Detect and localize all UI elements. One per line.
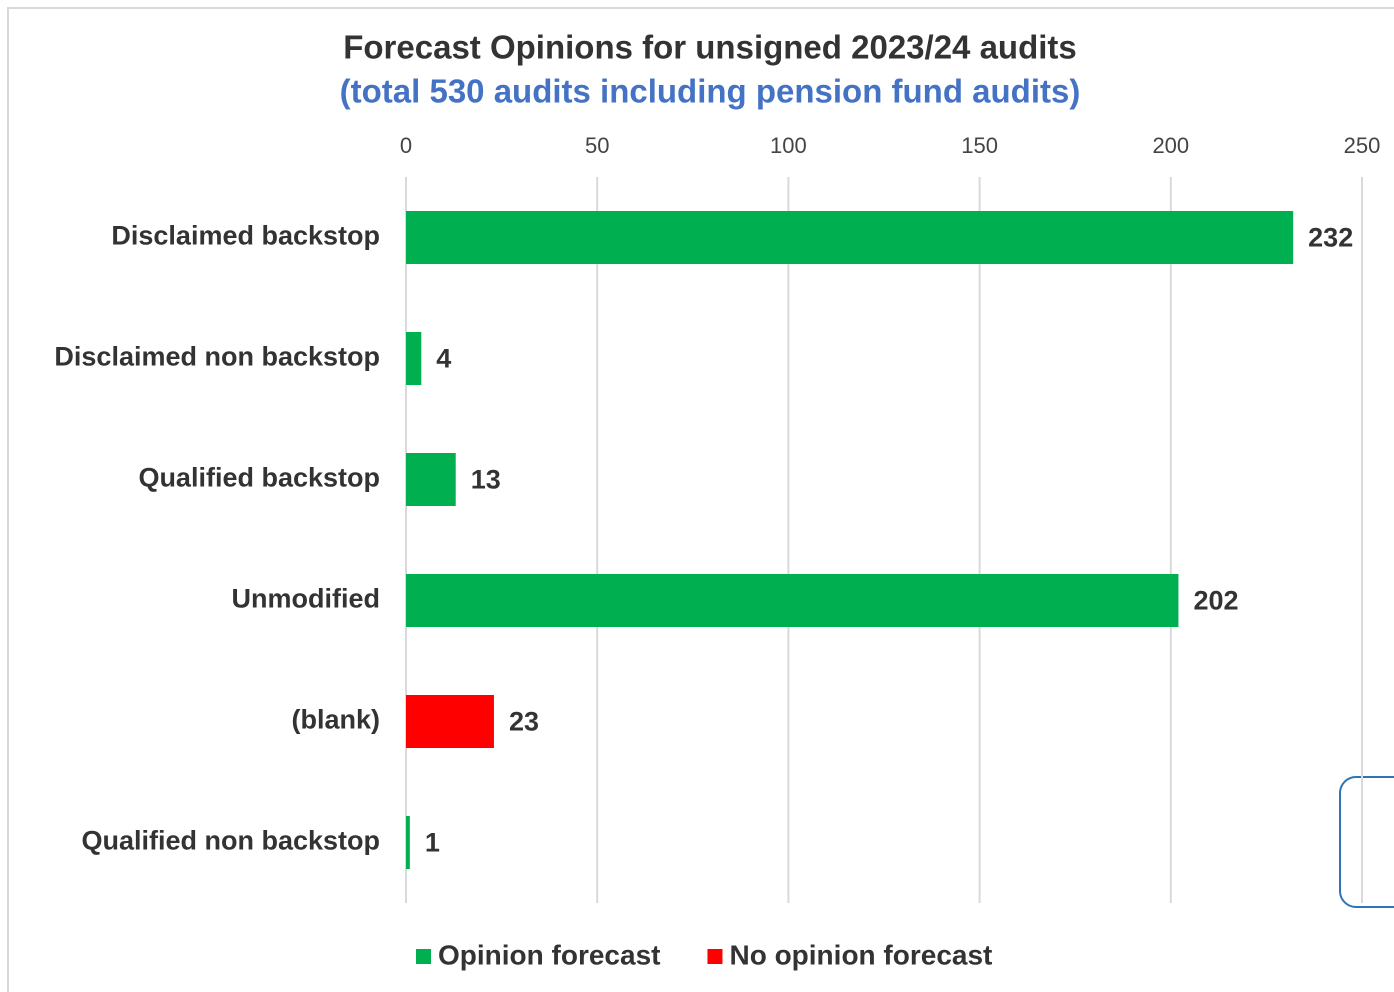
x-tick-label: 50 — [585, 133, 609, 158]
x-tick-label: 100 — [770, 133, 807, 158]
data-label: 232 — [1308, 223, 1353, 253]
chart-frame — [7, 7, 1394, 992]
bar — [406, 695, 494, 748]
y-tick-label: Qualified non backstop — [81, 826, 380, 856]
x-tick-label: 0 — [400, 133, 412, 158]
bar — [406, 574, 1179, 627]
y-tick-label: Qualified backstop — [138, 463, 380, 493]
data-label: 13 — [471, 465, 501, 495]
x-tick-label: 150 — [961, 133, 998, 158]
data-label: 202 — [1193, 586, 1238, 616]
overlay-box — [1339, 776, 1394, 908]
legend-label: Opinion forecast — [438, 939, 660, 970]
chart-subtitle: (total 530 audits including pension fund… — [340, 73, 1081, 110]
y-tick-label: Disclaimed backstop — [111, 221, 380, 251]
bar — [406, 453, 456, 506]
legend-label: No opinion forecast — [729, 939, 992, 970]
chart-title: Forecast Opinions for unsigned 2023/24 a… — [343, 29, 1077, 66]
bar — [406, 332, 422, 385]
y-tick-label: Disclaimed non backstop — [54, 342, 380, 372]
data-label: 4 — [436, 344, 451, 374]
x-tick-label: 200 — [1152, 133, 1189, 158]
x-tick-label: 250 — [1344, 133, 1381, 158]
legend-swatch — [416, 949, 431, 964]
bar — [406, 211, 1294, 264]
y-tick-label: (blank) — [291, 705, 380, 735]
data-label: 23 — [509, 707, 539, 737]
y-tick-label: Unmodified — [232, 584, 381, 614]
bar — [406, 816, 410, 869]
data-label: 1 — [425, 828, 440, 858]
legend-swatch — [707, 949, 723, 964]
